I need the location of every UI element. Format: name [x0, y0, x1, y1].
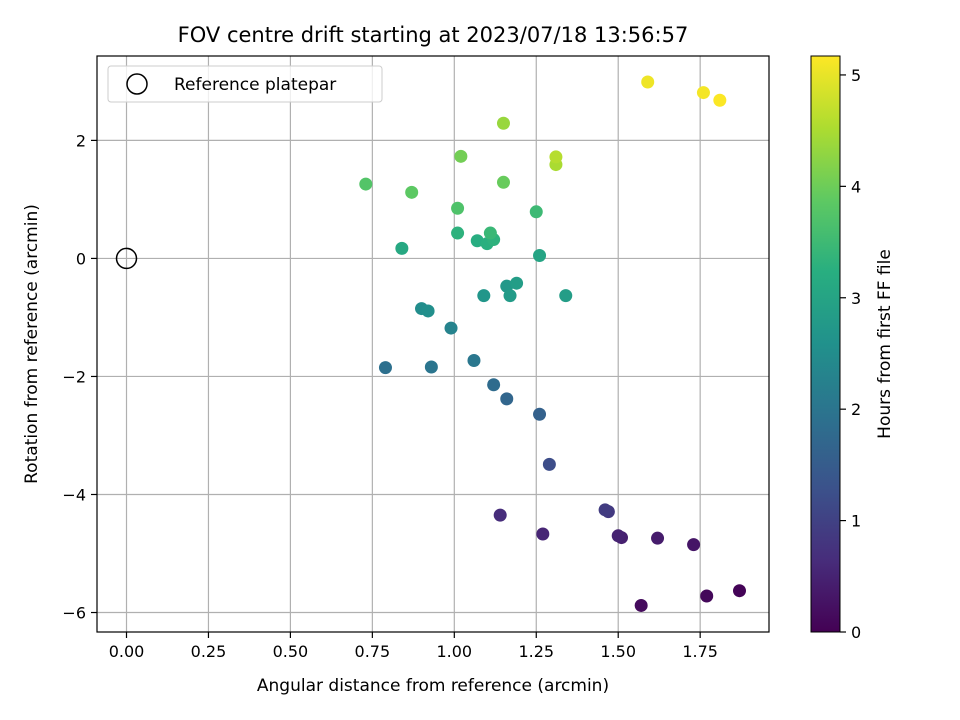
scatter-point: [454, 149, 468, 163]
scatter-point: [405, 185, 419, 199]
scatter-point: [651, 531, 665, 545]
scatter-point: [687, 538, 701, 552]
scatter-point: [477, 289, 491, 303]
colorbar-tick-label: 0: [851, 623, 861, 642]
scatter-point: [470, 234, 484, 248]
x-axis-label: Angular distance from reference (arcmin): [257, 676, 609, 696]
colorbar-label: Hours from first FF file: [875, 249, 895, 439]
colorbar-gradient: [811, 56, 840, 632]
colorbar-frame: [810, 55, 841, 633]
legend: Reference platepar: [107, 65, 383, 103]
x-tick-label: 0.75: [355, 642, 391, 661]
scatter-point: [549, 150, 563, 164]
scatter-point: [496, 175, 510, 189]
scatter-point: [713, 93, 727, 107]
x-tick-label: 1.50: [600, 642, 636, 661]
y-tick-label: 2: [76, 131, 86, 150]
colorbar: 0 1 2 3 4 5 Hours from first FF file: [810, 55, 895, 642]
scatter-point: [424, 360, 438, 374]
scatter-point: [533, 248, 547, 262]
x-tick-label: 1.25: [518, 642, 554, 661]
scatter-point: [536, 527, 550, 541]
scatter-point: [696, 86, 710, 100]
scatter-point: [421, 304, 435, 318]
legend-label-reference: Reference platepar: [174, 75, 336, 95]
scatter-point: [483, 226, 497, 240]
legend-marker-reference: [126, 73, 148, 95]
scatter-point: [533, 407, 547, 421]
colorbar-tick-label: 2: [851, 400, 861, 419]
y-tick-label: −4: [62, 485, 86, 504]
scatter-point: [395, 241, 409, 255]
x-tick-label: 0.00: [109, 642, 145, 661]
scatter-point: [611, 529, 625, 543]
colorbar-ticks: 0 1 2 3 4 5: [840, 66, 861, 642]
reference-platepar-marker: [115, 247, 138, 270]
scatter-point: [641, 75, 655, 89]
colorbar-tick-label: 1: [851, 512, 861, 531]
plot-frame: [96, 55, 770, 633]
scatter-point: [451, 226, 465, 240]
x-axis-ticks: 0.00 0.25 0.50 0.75 1.00 1.25 1.50 1.75: [109, 632, 718, 661]
scatter-point: [700, 589, 714, 603]
chart-title: FOV centre drift starting at 2023/07/18 …: [178, 23, 689, 47]
x-tick-label: 0.25: [191, 642, 227, 661]
legend-box: [107, 65, 383, 103]
scatter-point: [732, 584, 746, 598]
scatter-point: [510, 276, 524, 290]
y-tick-label: −2: [62, 367, 86, 386]
colorbar-tick-label: 5: [851, 66, 861, 85]
scatter-point: [493, 508, 507, 522]
scatter-point: [500, 392, 514, 406]
y-axis-label: Rotation from reference (arcmin): [22, 204, 42, 484]
x-tick-label: 1.00: [436, 642, 472, 661]
scatter-point: [487, 378, 501, 392]
scatter-point: [559, 289, 573, 303]
colorbar-tick-label: 4: [851, 177, 861, 196]
scatter-point: [529, 205, 543, 219]
scatter-point: [451, 201, 465, 215]
y-tick-label: −6: [62, 604, 86, 623]
y-tick-label: 0: [76, 249, 86, 268]
scatter-point: [598, 503, 612, 517]
scatter-point: [634, 598, 648, 612]
x-tick-label: 1.75: [682, 642, 718, 661]
scatter-point: [503, 289, 517, 303]
x-tick-label: 0.50: [273, 642, 309, 661]
scatter-points: [115, 75, 746, 612]
grid: [97, 56, 769, 632]
y-axis-ticks: −6 −4 −2 0 2: [62, 131, 97, 623]
scatter-point: [378, 361, 392, 375]
scatter-point: [467, 354, 481, 368]
colorbar-tick-label: 3: [851, 289, 861, 308]
scatter-point: [444, 321, 458, 335]
scatter-point: [542, 457, 556, 471]
scatter-point: [496, 116, 510, 130]
scatter-point: [359, 177, 373, 191]
